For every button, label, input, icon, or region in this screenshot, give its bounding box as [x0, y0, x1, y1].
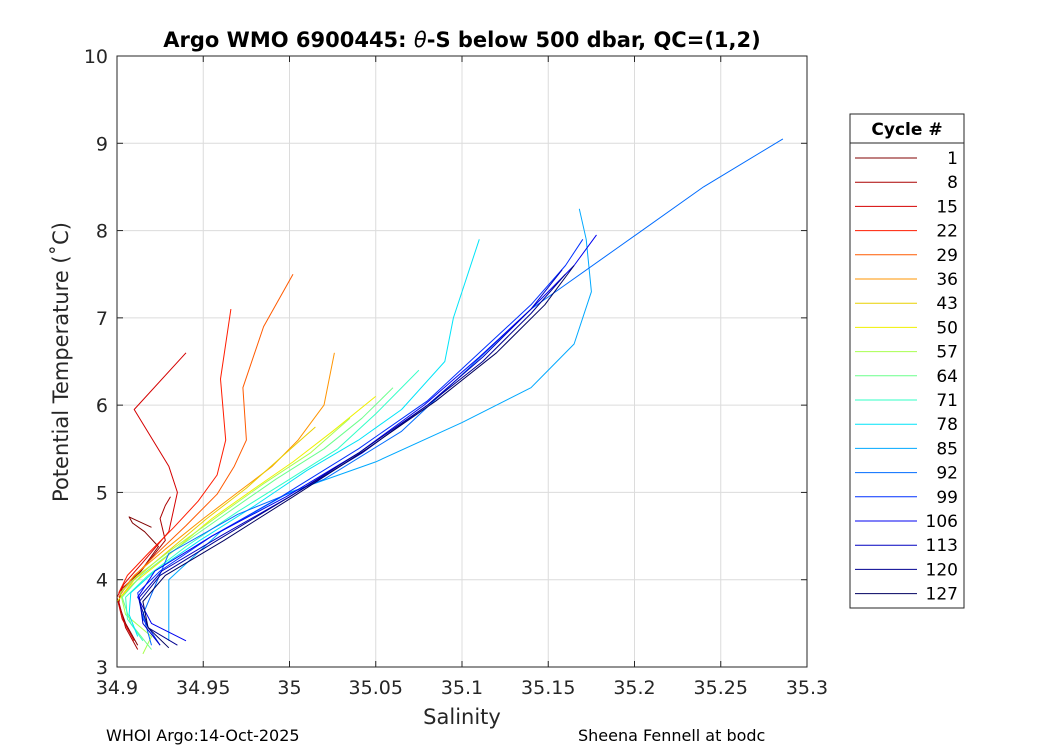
series-line-cycle-29	[118, 273, 294, 598]
y-tick-label: 10	[84, 46, 108, 68]
x-tick-label: 34.9	[96, 677, 138, 699]
legend-label: 120	[926, 560, 958, 580]
x-tick-label: 35.15	[521, 677, 575, 699]
legend-label: 71	[936, 391, 958, 411]
legend-label: 113	[926, 536, 958, 556]
x-tick-label: 34.95	[176, 677, 230, 699]
y-tick-label: 3	[96, 657, 108, 679]
series-line-cycle-99	[137, 239, 584, 646]
legend-label: 22	[936, 222, 958, 242]
legend-label: 92	[936, 464, 958, 484]
series-line-cycle-71	[125, 369, 420, 642]
legend-label: 57	[936, 343, 958, 363]
legend-label: 36	[936, 270, 958, 290]
legend-label: 127	[926, 585, 958, 605]
chart-title: Argo WMO 6900445: θ-S below 500 dbar, QC…	[163, 28, 760, 52]
legend-title: Cycle #	[871, 120, 942, 140]
grid-lines	[116, 55, 808, 668]
series-lines	[116, 138, 784, 655]
series-line-cycle-85	[168, 208, 592, 641]
series-line-cycle-78	[128, 239, 480, 637]
y-tick-label: 5	[96, 482, 108, 504]
series-line-cycle-8	[118, 496, 171, 650]
footer-left: WHOI Argo:14-Oct-2025	[106, 726, 300, 745]
x-tick-label: 35.05	[349, 677, 403, 699]
x-axis-label: Salinity	[423, 705, 501, 729]
footer-right: Sheena Fennell at bodc	[578, 726, 766, 745]
y-tick-label: 7	[96, 308, 108, 330]
legend-label: 29	[936, 246, 958, 266]
series-line-cycle-127	[142, 265, 575, 649]
legend: Cycle # 18152229364350576471788592991061…	[849, 113, 965, 609]
legend-label: 50	[936, 318, 958, 338]
x-tick-label: 35.1	[441, 677, 483, 699]
series-line-cycle-22	[118, 309, 232, 594]
legend-label: 99	[936, 488, 958, 508]
legend-box	[849, 113, 965, 609]
legend-label: 1	[947, 149, 958, 169]
x-tick-label: 35.25	[694, 677, 748, 699]
series-line-cycle-36	[120, 352, 335, 594]
axis-ticks	[116, 55, 808, 668]
series-line-cycle-57	[120, 417, 351, 655]
y-tick-label: 4	[96, 570, 108, 592]
y-tick-label: 8	[96, 221, 108, 243]
legend-label: 43	[936, 294, 958, 314]
y-tick-label: 9	[96, 133, 108, 155]
legend-label: 15	[936, 197, 958, 217]
series-line-cycle-120	[138, 273, 566, 646]
y-tick-label: 6	[96, 395, 108, 417]
legend-label: 78	[936, 415, 958, 435]
series-line-cycle-15	[116, 352, 187, 642]
series-line-cycle-92	[142, 138, 784, 646]
y-axis-label: Potential Temperature (˚C)	[49, 222, 73, 502]
series-line-cycle-43	[120, 426, 316, 598]
legend-label: 8	[947, 173, 958, 193]
x-tick-labels: 34.9 34.95 35 35.05 35.1 35.15 35.2 35.25 35.3	[96, 677, 828, 699]
legend-entries: 1 8 15 22 29 36 43 50 57 64 71 78 85 92 99 106 113 120 127	[855, 149, 958, 605]
y-tick-labels: 3 4 5 6 7 8 9 10	[84, 46, 108, 679]
legend-label: 85	[936, 439, 958, 459]
x-tick-label: 35.2	[613, 677, 655, 699]
x-tick-label: 35.3	[786, 677, 828, 699]
legend-label: 64	[936, 367, 958, 387]
x-tick-label: 35	[277, 677, 301, 699]
legend-label: 106	[926, 512, 958, 532]
